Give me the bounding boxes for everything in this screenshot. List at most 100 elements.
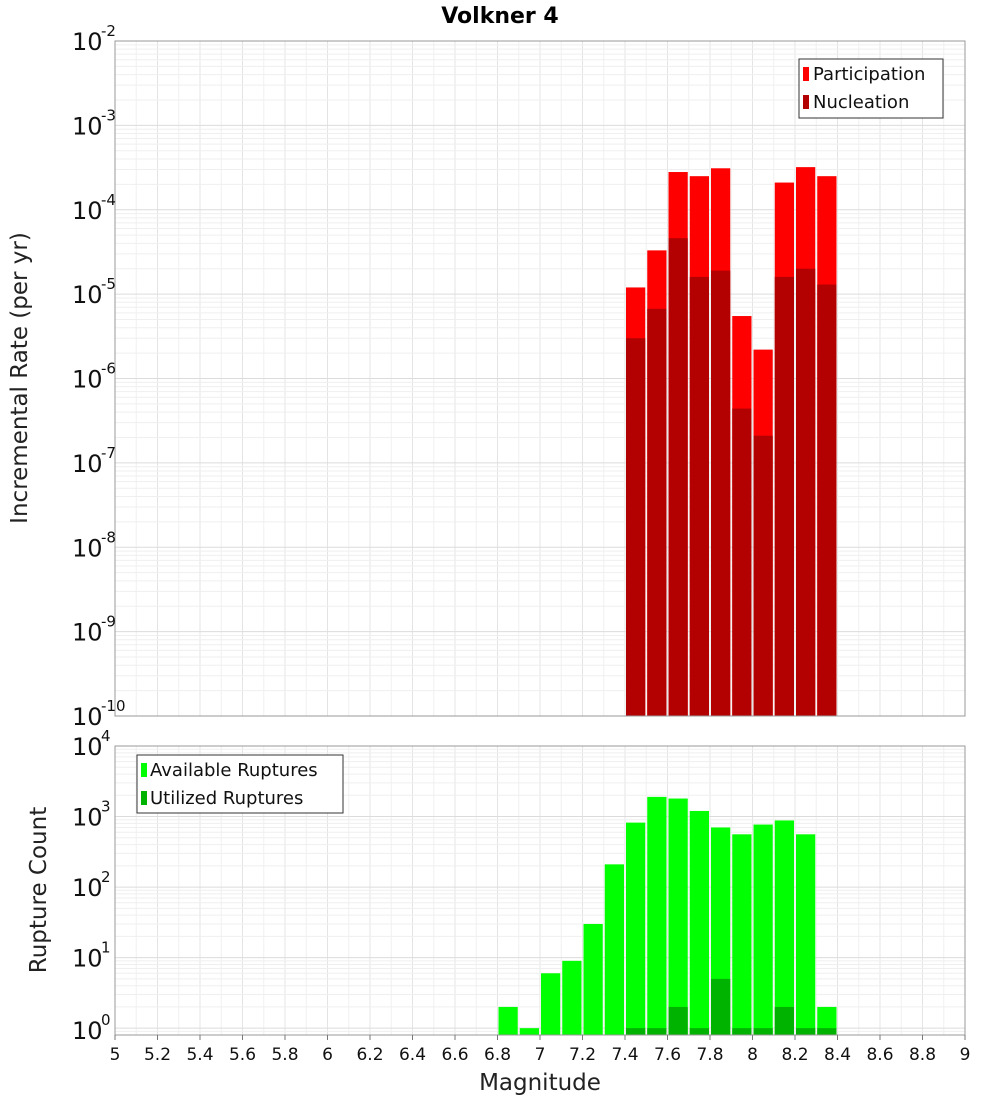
x-tick-label: 7 [535, 1045, 546, 1065]
bar-available-ruptures-7.15 [562, 960, 582, 1035]
y-tick-label: 10 [72, 197, 103, 225]
bar-available-ruptures-7.25 [583, 923, 603, 1035]
x-tick-label: 5.2 [144, 1045, 171, 1065]
x-tick-label: 8.2 [781, 1045, 808, 1065]
bar-utilized-ruptures-7.55 [647, 1028, 667, 1035]
top-plot-frame [114, 40, 966, 717]
y-tick-label: 10 [72, 281, 103, 309]
bar-nucleation-7.75 [689, 276, 709, 716]
y-tick-exponent: -8 [101, 528, 116, 546]
y-tick-exponent: -3 [101, 106, 116, 124]
y-tick-label: 10 [72, 28, 103, 56]
x-tick-label: 6.8 [484, 1045, 511, 1065]
top-grid [114, 40, 966, 717]
bar-nucleation-7.55 [647, 308, 667, 716]
top-bars [626, 167, 837, 717]
bottom-legend-box [136, 754, 344, 814]
bar-utilized-ruptures-7.75 [689, 1028, 709, 1035]
legend-swatch-available [141, 763, 147, 777]
bar-available-ruptures-6.85 [498, 1006, 518, 1035]
bar-available-ruptures-8.05 [753, 824, 773, 1035]
x-tick-label: 9 [960, 1045, 971, 1065]
bar-available-ruptures-7.35 [604, 864, 624, 1035]
y-tick-exponent: 3 [101, 798, 111, 816]
x-tick-label: 7.2 [569, 1045, 596, 1065]
bar-available-ruptures-7.05 [541, 973, 561, 1035]
x-tick-label: 5.4 [186, 1045, 213, 1065]
bar-utilized-ruptures-8.15 [774, 1006, 794, 1035]
y-tick-label: 10 [72, 874, 103, 902]
y-tick-label: 10 [72, 945, 103, 973]
y-tick-exponent: -7 [101, 444, 116, 462]
x-tick-label: 6.6 [441, 1045, 468, 1065]
x-tick-label: 5.6 [229, 1045, 256, 1065]
bar-utilized-ruptures-7.85 [711, 978, 731, 1035]
bar-nucleation-7.65 [668, 238, 688, 716]
x-axis-label: Magnitude [479, 1070, 601, 1096]
y-tick-exponent: 2 [101, 868, 111, 886]
bar-nucleation-8.25 [796, 268, 816, 716]
y-tick-exponent: 4 [101, 727, 111, 745]
x-tick-label: 5 [110, 1045, 121, 1065]
bottom-y-axis-label: Rupture Count [26, 807, 52, 973]
y-tick-exponent: -9 [101, 613, 116, 631]
legend-label-nucleation: Nucleation [813, 92, 909, 113]
y-tick-label: 10 [72, 366, 103, 394]
y-tick-label: 10 [72, 450, 103, 478]
bottom-grid [114, 745, 966, 1036]
bar-nucleation-8.15 [774, 276, 794, 716]
y-tick-label: 10 [72, 804, 103, 832]
y-tick-exponent: 0 [101, 1011, 111, 1029]
legend-swatch-nucleation [803, 95, 809, 109]
bar-utilized-ruptures-7.95 [732, 1028, 752, 1035]
bar-available-ruptures-7.95 [732, 834, 752, 1035]
bar-available-ruptures-8.15 [774, 820, 794, 1035]
y-tick-exponent: -6 [101, 360, 116, 378]
x-tick-label: 7.8 [696, 1045, 723, 1065]
bar-utilized-ruptures-7.65 [668, 1006, 688, 1035]
x-tick-label: 6 [322, 1045, 333, 1065]
x-tick-label: 8.4 [824, 1045, 851, 1065]
y-tick-exponent: -10 [101, 697, 126, 715]
legend-label-participation: Participation [813, 64, 925, 85]
x-tick-label: 8.8 [909, 1045, 936, 1065]
bar-available-ruptures-7.45 [626, 822, 646, 1035]
bar-nucleation-7.45 [626, 338, 646, 716]
x-tick-label: 7.4 [611, 1045, 638, 1065]
bar-utilized-ruptures-8.35 [817, 1028, 837, 1035]
x-tick-label: 7.6 [654, 1045, 681, 1065]
bar-utilized-ruptures-7.45 [626, 1028, 646, 1035]
bar-nucleation-8.05 [753, 435, 773, 716]
bar-available-ruptures-8.25 [796, 834, 816, 1035]
bar-available-ruptures-7.65 [668, 798, 688, 1035]
bar-utilized-ruptures-8.05 [753, 1028, 773, 1035]
bottom-legend: Available Ruptures Utilized Ruptures [136, 754, 344, 814]
bar-nucleation-7.95 [732, 408, 752, 716]
bar-nucleation-8.35 [817, 284, 837, 716]
legend-label-utilized: Utilized Ruptures [150, 788, 303, 809]
y-tick-label: 10 [72, 534, 103, 562]
bar-utilized-ruptures-8.25 [796, 1028, 816, 1035]
y-tick-exponent: 1 [101, 939, 111, 957]
y-tick-label: 10 [72, 733, 103, 761]
y-tick-label: 10 [72, 703, 103, 731]
x-tick-label: 6.4 [399, 1045, 426, 1065]
top-legend-box [798, 58, 944, 119]
legend-swatch-participation [803, 67, 809, 81]
x-tick-label: 5.8 [271, 1045, 298, 1065]
y-tick-exponent: -5 [101, 275, 116, 293]
legend-label-available: Available Ruptures [150, 760, 318, 781]
chart-title: Volkner 4 [441, 4, 559, 29]
bar-available-ruptures-6.95 [519, 1028, 539, 1035]
y-tick-label: 10 [72, 112, 103, 140]
x-tick-label: 8 [747, 1045, 758, 1065]
bar-available-ruptures-8.35 [817, 1006, 837, 1035]
bar-nucleation-7.85 [711, 270, 731, 716]
y-tick-label: 10 [72, 619, 103, 647]
top-legend: Participation Nucleation [798, 58, 944, 119]
